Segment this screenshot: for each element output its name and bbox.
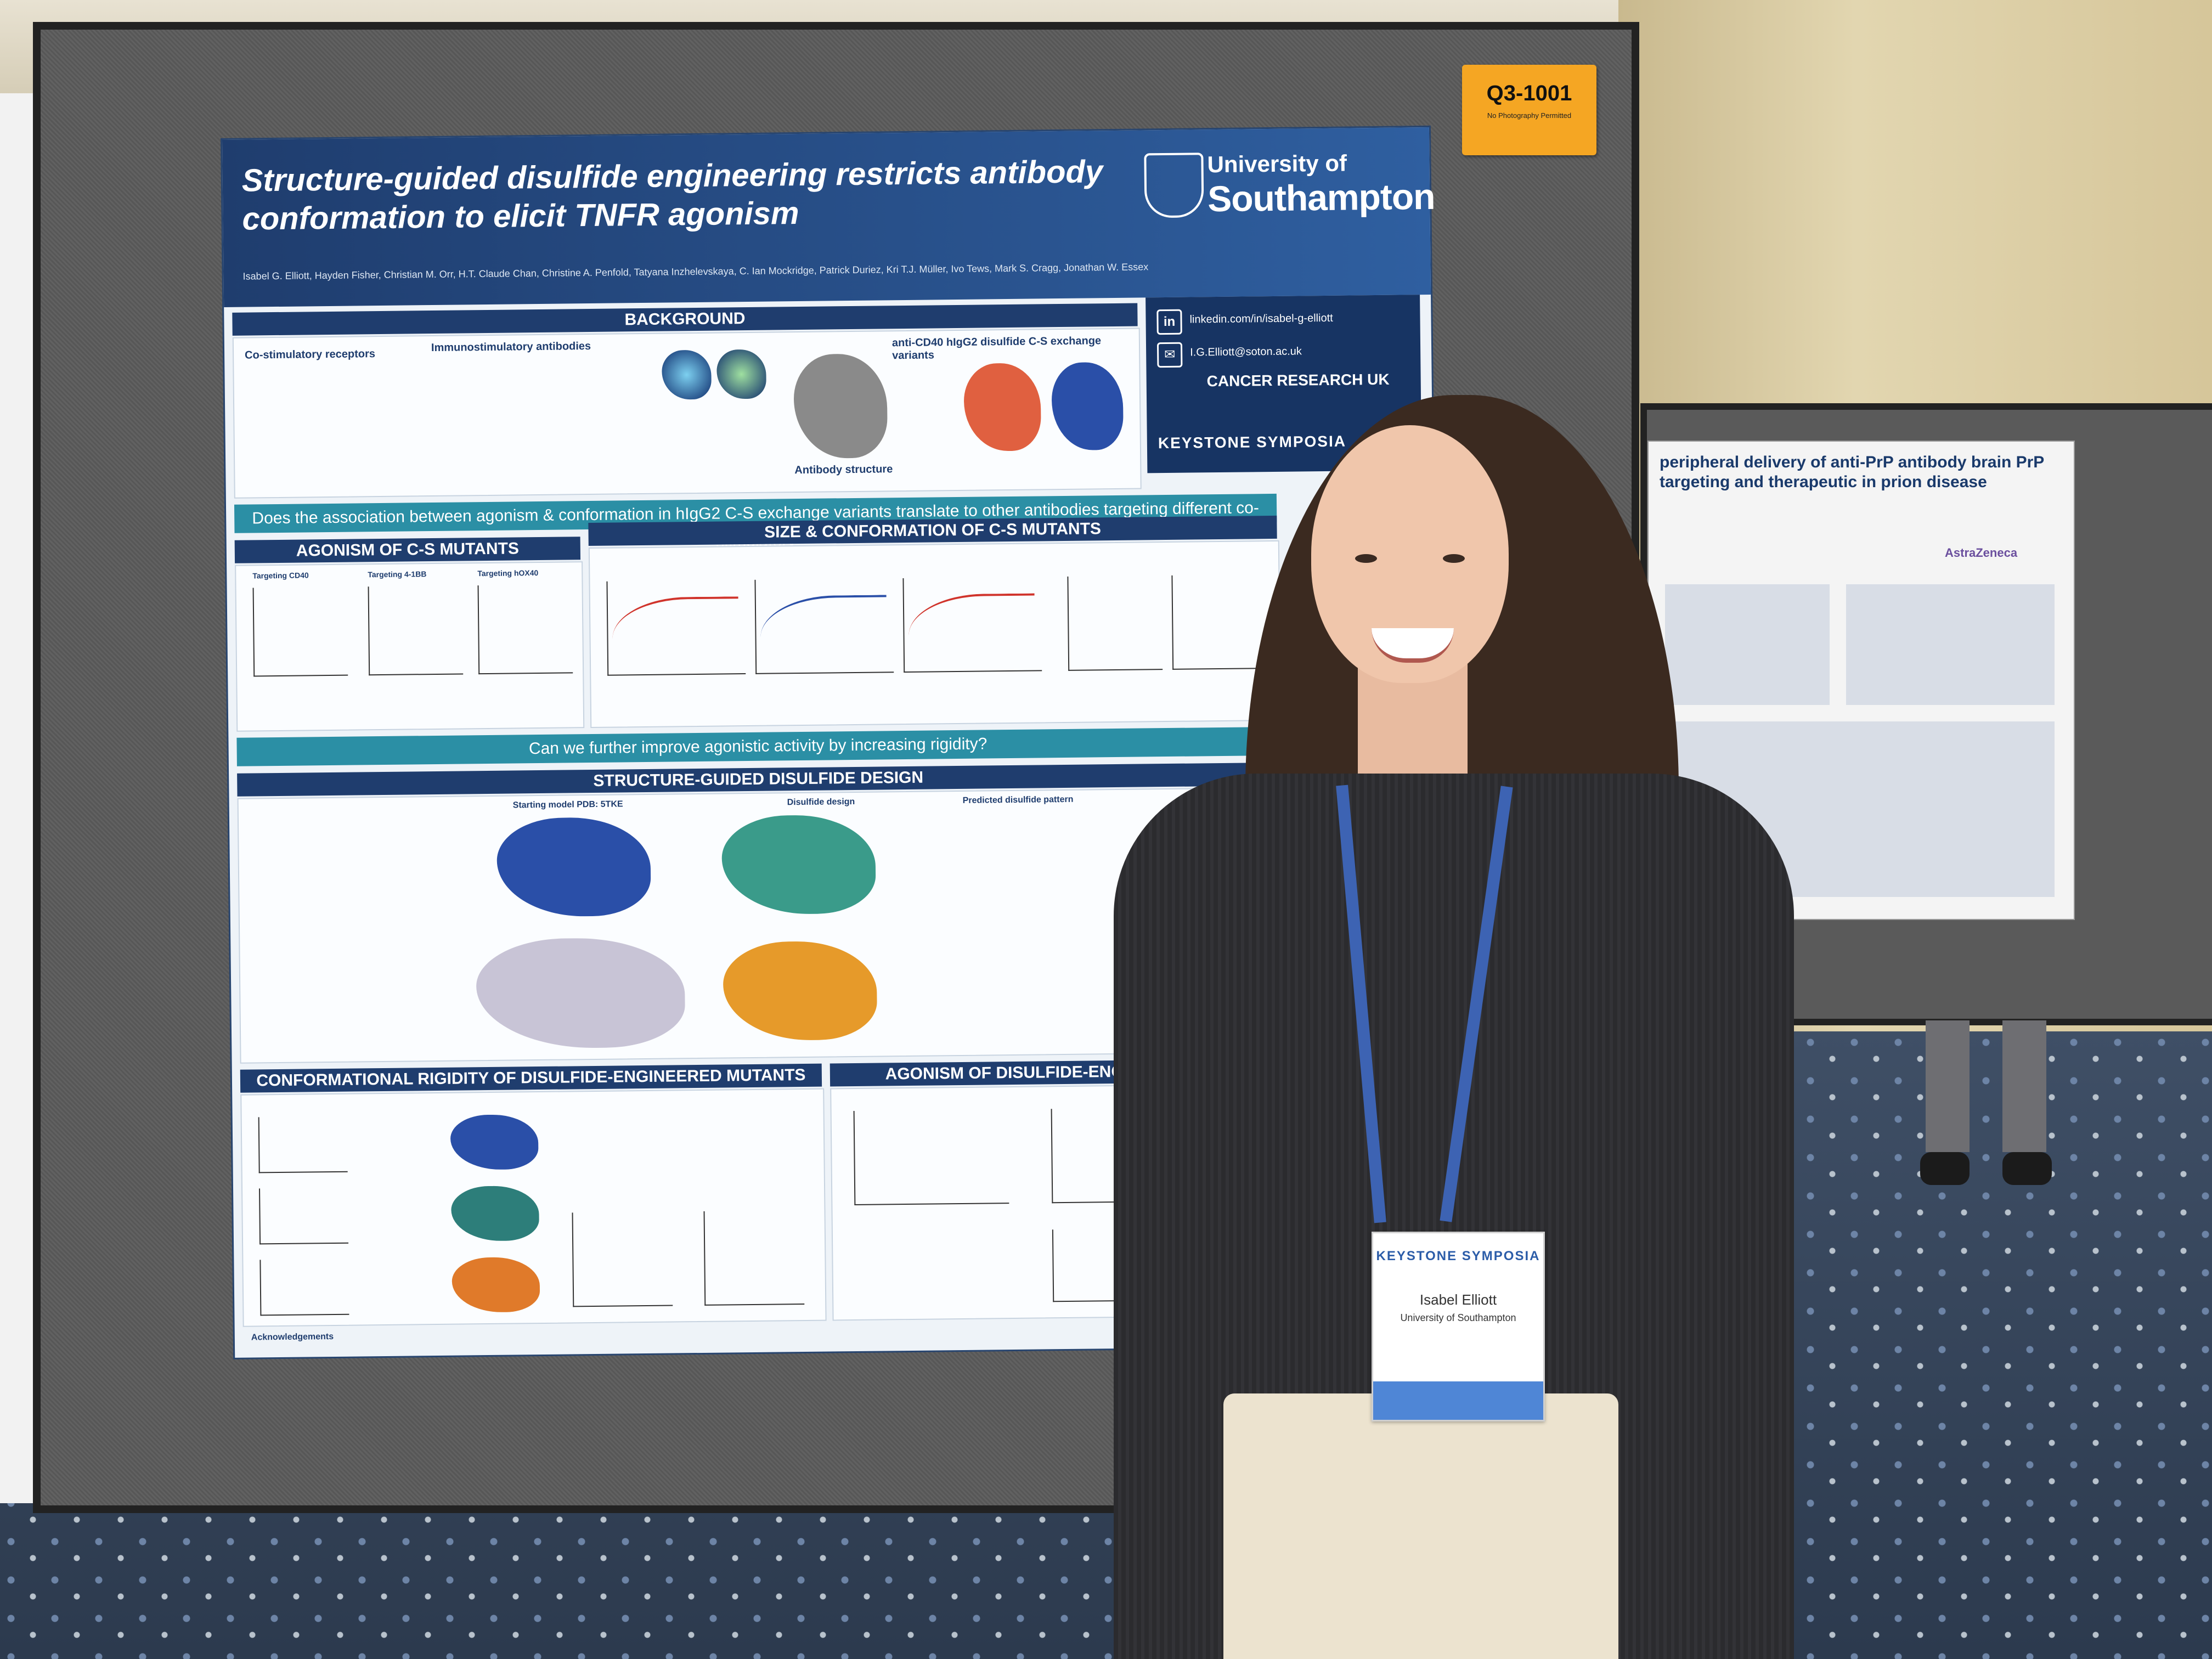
poster-title: Structure-guided disulfide engineering r… bbox=[241, 154, 1103, 237]
immuno-heading: Immunostimulatory antibodies bbox=[431, 340, 591, 354]
rigid-antibody-render bbox=[1051, 362, 1124, 451]
keystone-symposia-logo: KEYSTONE SYMPOSIA bbox=[1158, 432, 1347, 452]
rg-plot bbox=[703, 1210, 805, 1306]
linkedin-icon: in bbox=[1156, 309, 1182, 335]
fab-model-render bbox=[723, 940, 878, 1041]
dose-response-plot bbox=[252, 586, 348, 677]
university-name-line2: Southampton bbox=[1207, 176, 1435, 219]
badge-affiliation: University of Southampton bbox=[1400, 1312, 1516, 1323]
side-poster-figure bbox=[1846, 584, 2055, 705]
dose-response-plot bbox=[477, 584, 573, 675]
badge-name: Isabel Elliott bbox=[1419, 1291, 1497, 1308]
flexible-antibody-render bbox=[963, 363, 1042, 452]
disulfide-design-label: Disulfide design bbox=[787, 797, 855, 808]
name-badge: KEYSTONE SYMPOSIA Isabel Elliott Univers… bbox=[1372, 1232, 1545, 1421]
cell-micrograph bbox=[662, 349, 712, 400]
nfkb-activation-plot bbox=[853, 1109, 1009, 1206]
cell-micrograph bbox=[716, 349, 766, 399]
no-photography-note: No Photography Permitted bbox=[1487, 111, 1572, 120]
agonism-cs-heading: AGONISM OF C-S MUTANTS bbox=[234, 537, 581, 563]
md-structure-render bbox=[452, 1257, 540, 1313]
cancer-research-uk-logo: CANCER RESEARCH UK bbox=[1206, 370, 1390, 390]
plot-title: Targeting CD40 bbox=[252, 571, 309, 580]
badge-organizer: KEYSTONE SYMPOSIA bbox=[1376, 1249, 1541, 1263]
fab-model-render bbox=[721, 814, 876, 915]
distance-distribution-plot bbox=[1067, 575, 1163, 671]
antibody-structure-render bbox=[793, 353, 888, 459]
presenter-face bbox=[1311, 425, 1509, 683]
md-structure-render bbox=[450, 1114, 539, 1170]
distance-distribution-plot bbox=[1171, 574, 1267, 670]
costim-heading: Co-stimulatory receptors bbox=[244, 348, 376, 362]
background-person-legs bbox=[1920, 1020, 2052, 1185]
university-logo: University of Southampton bbox=[1144, 144, 1435, 219]
predicted-pattern-label: Predicted disulfide pattern bbox=[962, 794, 1074, 805]
side-poster-title: peripheral delivery of anti-PrP antibody… bbox=[1660, 453, 2044, 491]
kratky-plot bbox=[258, 1116, 348, 1173]
astrazeneca-logo: AstraZeneca bbox=[1945, 546, 2018, 560]
email-icon: ✉ bbox=[1156, 342, 1183, 368]
plot-title: Targeting hOX40 bbox=[477, 568, 539, 578]
background-panel: Co-stimulatory receptors Immunostimulato… bbox=[232, 328, 1142, 499]
poster-number-tag: Q3-1001 No Photography Permitted bbox=[1462, 65, 1596, 155]
eye bbox=[1443, 554, 1465, 563]
university-name-line1: University of bbox=[1207, 150, 1347, 178]
poster-code: Q3-1001 bbox=[1486, 81, 1572, 105]
kratky-plot bbox=[259, 1187, 349, 1245]
badge-color-strip bbox=[1373, 1381, 1543, 1420]
smile bbox=[1372, 628, 1454, 663]
dose-response-plot bbox=[368, 585, 464, 676]
kratky-plot bbox=[259, 1259, 349, 1316]
rigidity-heading: CONFORMATIONAL RIGIDITY OF DISULFIDE-ENG… bbox=[240, 1063, 822, 1093]
md-structure-render bbox=[451, 1186, 540, 1242]
rigidity-panel bbox=[240, 1088, 827, 1327]
fab-model-render bbox=[496, 816, 651, 917]
size-conformation-panel bbox=[588, 540, 1282, 729]
eye bbox=[1355, 554, 1377, 563]
linkedin-url: linkedin.com/in/isabel-g-elliott bbox=[1189, 312, 1333, 326]
hinge-angle-plot bbox=[572, 1211, 673, 1307]
antibody-structure-label: Antibody structure bbox=[794, 463, 893, 477]
presenter-trousers bbox=[1223, 1393, 1618, 1659]
question-banner-2: Can we further improve agonistic activit… bbox=[236, 726, 1279, 766]
plot-title: Targeting 4-1BB bbox=[368, 569, 427, 579]
crystal-density-render bbox=[476, 937, 686, 1049]
cs-variants-heading: anti-CD40 hIgG2 disulfide C-S exchange v… bbox=[891, 335, 1102, 362]
side-poster-figure bbox=[1665, 584, 1830, 705]
email-address: I.G.Elliott@soton.ac.uk bbox=[1190, 345, 1302, 359]
starting-model-label: Starting model PDB: 5TKE bbox=[512, 799, 623, 810]
university-crest-icon bbox=[1144, 153, 1204, 218]
agonism-cs-panel: Targeting CD40 Targeting 4-1BB Targeting… bbox=[235, 561, 585, 732]
acknowledgements-label: Acknowledgements bbox=[251, 1331, 334, 1342]
